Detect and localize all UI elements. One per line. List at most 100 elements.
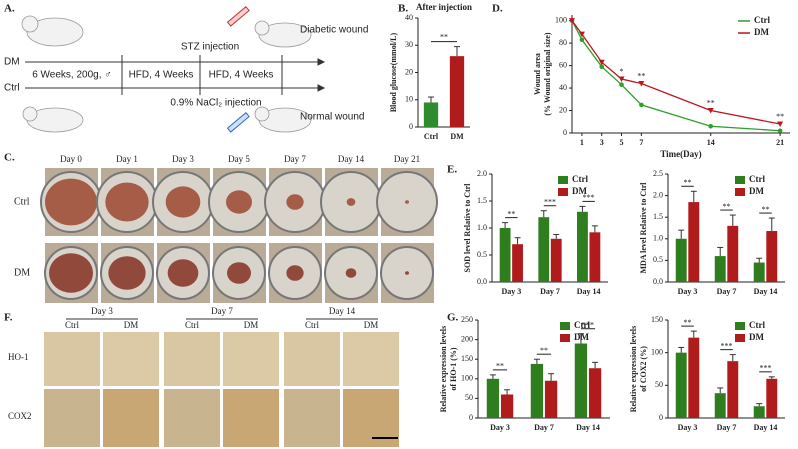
panel-label: C. bbox=[4, 152, 15, 164]
y-tick-label: 100 bbox=[555, 15, 567, 24]
bar bbox=[589, 232, 601, 282]
photo-wound bbox=[49, 253, 93, 293]
y-tick-label: 0.0 bbox=[653, 277, 663, 286]
y-tick-label: 2.5 bbox=[653, 169, 663, 178]
sig-label: *** bbox=[582, 321, 594, 330]
stz-label: STZ injection bbox=[181, 42, 239, 53]
y-tick-label: 60 bbox=[559, 60, 567, 69]
bar bbox=[753, 262, 765, 282]
panel-label: G. bbox=[447, 312, 459, 324]
y-tick-label: 50 bbox=[465, 393, 473, 402]
legend-swatch bbox=[558, 176, 568, 184]
bar bbox=[753, 406, 765, 418]
photo-wound bbox=[108, 256, 146, 290]
bar bbox=[675, 352, 687, 418]
x-tick-label: Day 3 bbox=[501, 287, 521, 296]
diabetic-label: Diabetic wound bbox=[300, 25, 368, 36]
row-label: HO-1 bbox=[8, 352, 29, 362]
day-label: Day 21 bbox=[394, 154, 420, 164]
histology-tile bbox=[164, 332, 220, 386]
sig-label: ** bbox=[776, 112, 784, 121]
series-line bbox=[571, 20, 781, 132]
y-tick-label: 0.5 bbox=[653, 255, 663, 264]
x-tick-label: Ctrl bbox=[424, 132, 439, 141]
group-label: DM bbox=[364, 320, 379, 330]
y-tick-label: 0.5 bbox=[477, 250, 487, 259]
bar bbox=[574, 343, 588, 418]
day-label: Day 5 bbox=[228, 154, 250, 164]
photo-wound bbox=[226, 190, 252, 214]
sig-label: ** bbox=[762, 205, 770, 214]
photo-wound bbox=[405, 200, 409, 204]
y-tick-label: 100 bbox=[651, 347, 663, 356]
day-label: Day 1 bbox=[116, 154, 138, 164]
panel-label: A. bbox=[4, 3, 15, 15]
day-label: Day 14 bbox=[329, 306, 356, 316]
y-tick-label: 2.0 bbox=[477, 169, 487, 178]
panel-a: A. DM Ctrl 6 Weeks, 200g, ♂ HFD, 4 Weeks… bbox=[4, 3, 368, 133]
group-label: DM bbox=[4, 57, 20, 68]
legend-label: DM bbox=[572, 186, 587, 196]
bar bbox=[577, 211, 588, 282]
group-label: DM bbox=[244, 320, 259, 330]
panel-label: E. bbox=[447, 164, 457, 176]
point bbox=[578, 31, 585, 38]
timeline bbox=[25, 55, 326, 95]
histology-tile bbox=[223, 332, 279, 386]
stage-label: 6 Weeks, 200g, ♂ bbox=[32, 70, 112, 81]
legend-label: DM bbox=[574, 332, 589, 342]
point bbox=[638, 81, 645, 87]
bar bbox=[512, 244, 523, 282]
bar bbox=[423, 102, 439, 127]
sig-label: ** bbox=[540, 346, 548, 355]
stage-label: HFD, 4 Weeks bbox=[209, 70, 274, 81]
bar bbox=[500, 394, 514, 418]
legend-swatch bbox=[735, 322, 745, 330]
group-label: Ctrl bbox=[4, 83, 20, 94]
panel-label: B. bbox=[398, 3, 408, 15]
y-tick-label: 1.5 bbox=[653, 212, 663, 221]
sig-label: * bbox=[620, 67, 624, 76]
histology-tile bbox=[44, 332, 100, 386]
y-axis-label: Relative expression levels bbox=[439, 326, 448, 413]
x-tick-label: DM bbox=[450, 132, 464, 141]
panel-label: D. bbox=[492, 3, 503, 15]
y-tick-label: 0 bbox=[409, 122, 413, 131]
rat-icons bbox=[21, 15, 312, 133]
row-label: Ctrl bbox=[14, 196, 30, 207]
photo-wound bbox=[227, 262, 251, 284]
legend-swatch bbox=[735, 188, 745, 196]
sig-label: ** bbox=[507, 209, 515, 218]
y-axis-label: MDA level Relative to Ctrl bbox=[639, 182, 648, 274]
y-tick-label: 150 bbox=[461, 354, 473, 363]
series-line bbox=[571, 20, 781, 125]
legend-label: Ctrl bbox=[749, 174, 765, 184]
day-label: Day 3 bbox=[91, 306, 113, 316]
y-tick-label: 0.0 bbox=[477, 277, 487, 286]
x-tick-label: Day 3 bbox=[678, 423, 698, 432]
x-tick-label: Day 14 bbox=[576, 423, 600, 432]
photo-wound bbox=[165, 186, 201, 218]
y-tick-label: 0 bbox=[469, 413, 473, 422]
normal-label: Normal wound bbox=[300, 112, 364, 123]
photo-wound bbox=[167, 259, 199, 287]
histology-tile bbox=[343, 332, 399, 386]
legend-label: Ctrl bbox=[572, 174, 588, 184]
y-tick-label: 2.0 bbox=[653, 190, 663, 199]
x-tick-label: Day 7 bbox=[540, 287, 560, 296]
bar bbox=[688, 202, 700, 282]
bar bbox=[588, 368, 602, 418]
y-axis-label: of HO-1 (%) bbox=[449, 347, 458, 390]
y-axis-label: SOD level Relative to Ctrl bbox=[463, 183, 472, 273]
bar bbox=[449, 56, 465, 127]
y-tick-label: 20 bbox=[559, 105, 567, 114]
x-axis-label: Time(Day) bbox=[660, 149, 701, 159]
day-label: Day 0 bbox=[60, 154, 82, 164]
legend-label: Ctrl bbox=[754, 15, 770, 25]
legend-swatch bbox=[558, 188, 568, 196]
group-label: Ctrl bbox=[65, 320, 80, 330]
point bbox=[619, 82, 624, 87]
point bbox=[639, 102, 644, 108]
y-tick-label: 50 bbox=[655, 380, 663, 389]
y-tick-label: 20 bbox=[405, 67, 413, 76]
